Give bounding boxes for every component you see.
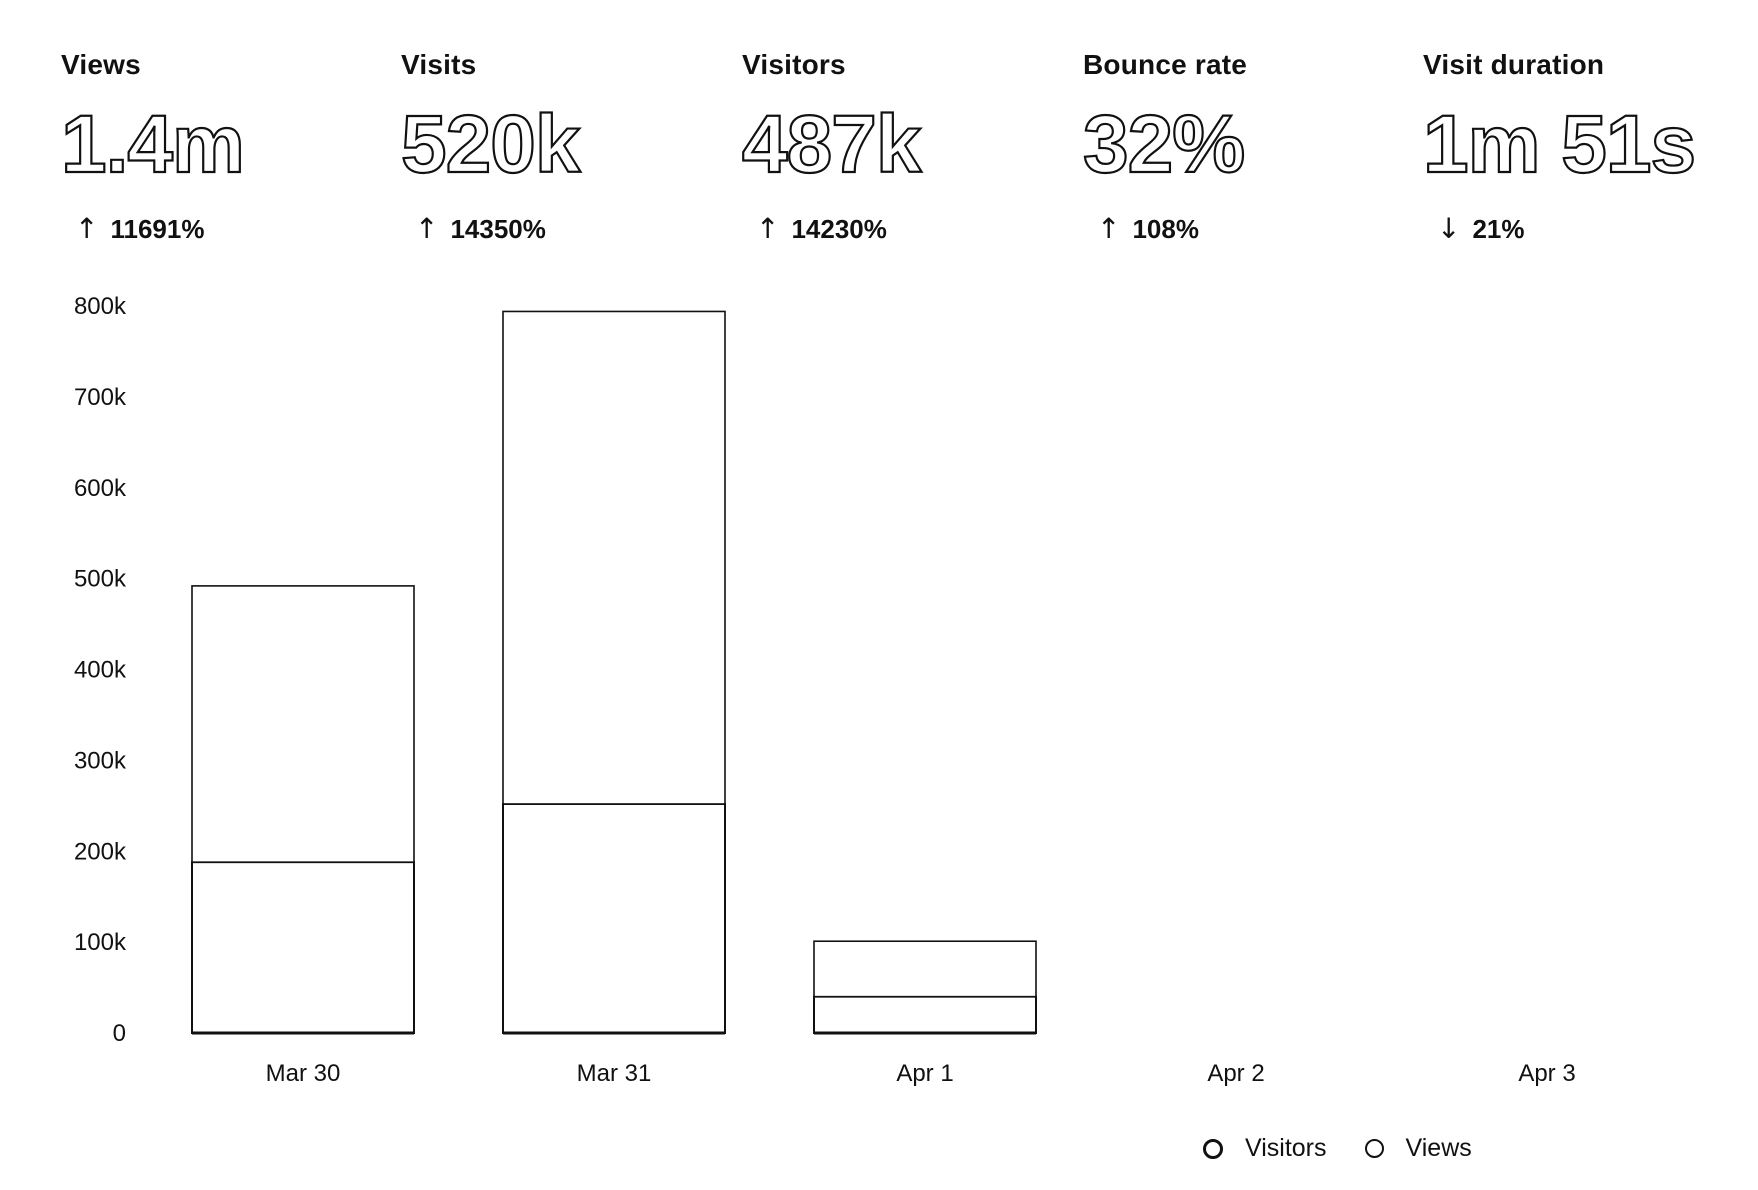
metric-change-value: 11691% [110,214,205,244]
metric-label: Visits [401,49,477,80]
bar-views[interactable] [502,310,726,805]
arrow-up-icon: ↑ [756,212,780,245]
metric-change: ↑ 14230% [742,212,1062,245]
metric-bounce-rate[interactable]: Bounce rate 32% ↑ 108% [1082,48,1403,245]
x-tick-label: Apr 1 [896,1060,953,1087]
arrow-up-icon: ↑ [1097,212,1121,245]
metric-change: ↑ 14350% [401,212,721,245]
y-tick-label: 600k [74,475,127,502]
legend-item-visitors[interactable]: Visitors [1203,1134,1327,1163]
metric-label: Visitors [742,49,846,80]
metric-change: ↑ 11691% [61,212,381,245]
metric-views[interactable]: Views 1.4m ↑ 11691% [60,48,381,245]
metrics-row: Views 1.4m ↑ 11691% Visits 520k ↑ 14350%… [60,48,1721,248]
bar-chart: 0 100k 200k 300k 400k 500k 600k 700k 800k Mar 30 M… [74,293,1576,1087]
y-tick-label: 700k [74,384,127,411]
chart-legend: Visitors Views [1203,1134,1472,1163]
y-tick-label: 400k [74,657,127,684]
y-tick-label: 500k [74,566,127,593]
metric-change-value: 14350% [450,214,546,244]
metric-label: Bounce rate [1083,49,1248,80]
metric-change-value: 108% [1132,214,1199,244]
metric-value: 1.4m [60,99,246,190]
legend-label: Views [1405,1134,1472,1162]
metric-change-value: 21% [1472,214,1525,244]
metric-change-value: 14230% [791,214,887,244]
metric-label: Visit duration [1423,49,1605,80]
metric-value: 520k [400,99,582,190]
y-tick-label: 300k [74,747,127,774]
metric-visits[interactable]: Visits 520k ↑ 14350% [400,48,721,245]
bar-visitors[interactable] [502,802,726,1034]
x-tick-label: Apr 2 [1207,1060,1264,1087]
metric-visitors[interactable]: Visitors 487k ↑ 14230% [741,48,1062,245]
legend-item-views[interactable]: Views [1364,1134,1472,1163]
metric-value: 32% [1082,99,1246,190]
metric-change: ↑ 108% [1083,212,1403,245]
arrow-down-icon: ↓ [1437,212,1461,245]
legend-label: Visitors [1245,1134,1327,1162]
bar-views[interactable] [191,585,415,863]
metric-visit-duration[interactable]: Visit duration 1m 51s ↓ 21% [1422,48,1743,245]
y-tick-label: 200k [74,838,127,865]
bar-views[interactable] [813,940,1037,998]
y-tick-label: 0 [113,1020,126,1047]
metric-value: 1m 51s [1422,99,1697,190]
circle-icon [1364,1139,1384,1158]
arrow-up-icon: ↑ [75,212,99,245]
x-tick-label: Apr 3 [1518,1060,1575,1087]
metric-value: 487k [741,99,923,190]
bar-visitors[interactable] [813,995,1037,1035]
arrow-up-icon: ↑ [415,212,439,245]
x-tick-label: Mar 31 [577,1060,652,1087]
metric-label: Views [61,49,141,80]
circle-icon [1203,1138,1223,1159]
bar-visitors[interactable] [191,861,415,1035]
metric-change: ↓ 21% [1423,212,1743,245]
y-tick-label: 800k [74,293,127,320]
y-tick-label: 100k [74,929,127,956]
x-tick-label: Mar 30 [266,1060,341,1087]
